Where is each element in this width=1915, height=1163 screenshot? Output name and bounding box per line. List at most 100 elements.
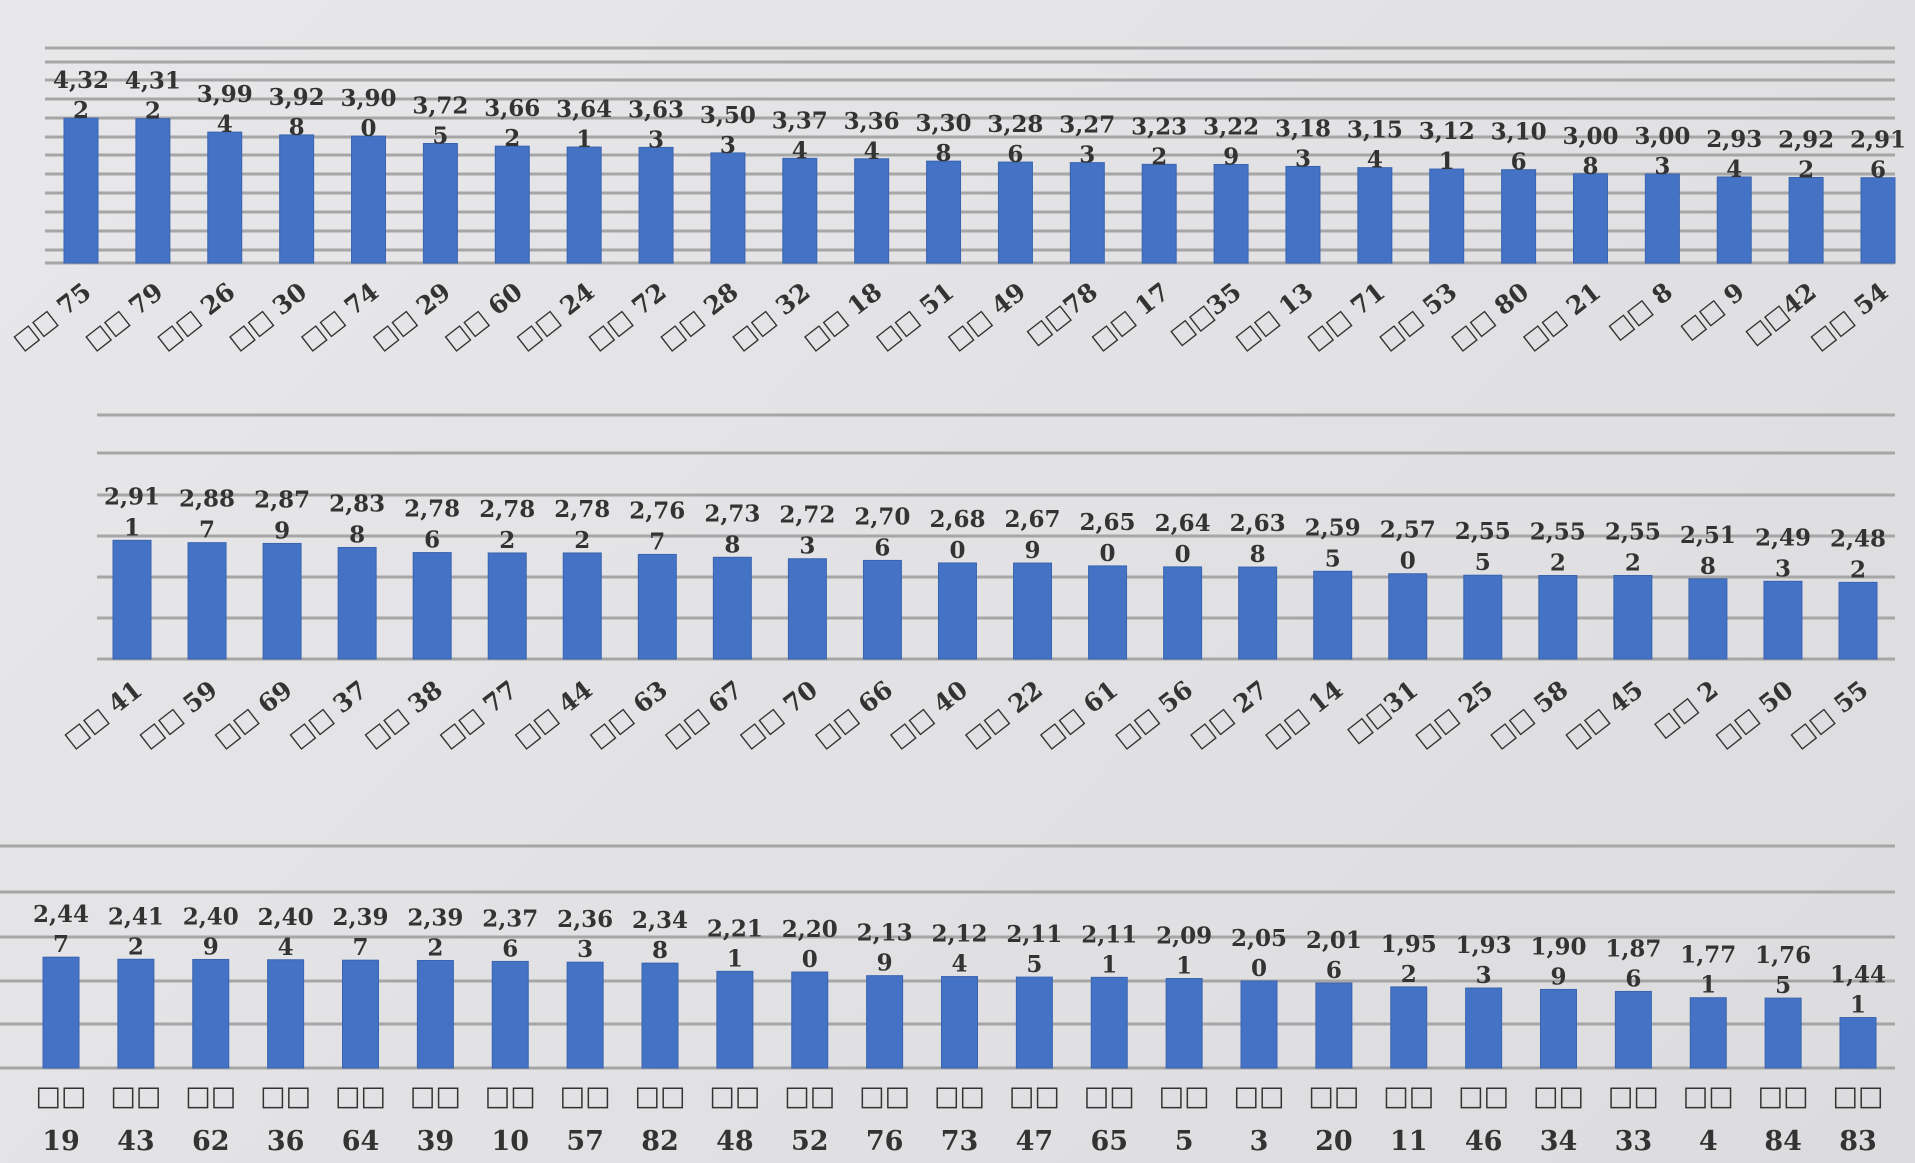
category-label: □□ 25 [1409, 675, 1498, 754]
bar [716, 970, 754, 1069]
data-label: 3,18 [1275, 115, 1331, 142]
data-label-continued: 3 [720, 132, 736, 159]
bar [787, 558, 827, 660]
bar [1240, 980, 1278, 1069]
category-label: □□ 33 [1608, 1081, 1659, 1157]
data-label: 2,64 [1155, 510, 1211, 537]
data-label-continued: 4 [278, 934, 294, 961]
data-label: 1,87 [1605, 935, 1661, 962]
data-label-continued: 3 [1079, 142, 1095, 169]
data-label: 2,11 [1081, 921, 1137, 948]
bar [279, 134, 315, 264]
bar [1644, 173, 1680, 264]
data-label-continued: 3 [648, 126, 664, 153]
data-label-continued: 8 [1700, 553, 1716, 580]
bar [862, 559, 902, 660]
category-label: □□ 62 [185, 1081, 236, 1157]
category-label: □□ 13 [1229, 277, 1318, 356]
data-label: 2,65 [1080, 509, 1136, 536]
category-label: □□ 60 [439, 277, 528, 356]
bar [997, 161, 1033, 264]
data-label: 3,23 [1131, 113, 1187, 140]
data-label-continued: 3 [1295, 145, 1311, 172]
category-label: □□ 65 [1084, 1081, 1135, 1157]
bar [1465, 987, 1503, 1069]
data-label: 2,49 [1755, 524, 1811, 551]
category-label: □□ 59 [133, 675, 222, 754]
data-label-continued: 6 [1326, 957, 1342, 984]
data-label-continued: 7 [352, 934, 368, 961]
bar [1764, 997, 1802, 1069]
bar [926, 160, 962, 264]
category-label: □□ 50 [1709, 675, 1798, 754]
category-label: □□ 75 [7, 277, 96, 356]
data-label-continued: 3 [577, 936, 593, 963]
bar [487, 552, 527, 660]
bar [1163, 566, 1203, 660]
bar [1015, 976, 1053, 1069]
bar [1238, 566, 1278, 660]
data-label-continued: 1 [1176, 953, 1192, 980]
data-label: 2,41 [108, 903, 164, 930]
category-label: □□ 77 [434, 675, 523, 754]
data-label-continued: 4 [864, 138, 880, 165]
data-label-continued: 1 [1439, 148, 1455, 175]
bar [854, 158, 890, 264]
gridlines [97, 413, 1895, 661]
category-label: □□ 8 [1602, 277, 1678, 345]
data-label: 2,67 [1005, 506, 1061, 533]
data-label: 1,77 [1680, 942, 1736, 969]
bar [637, 553, 677, 660]
data-label-continued: 3 [1476, 962, 1492, 989]
data-label: 2,40 [258, 904, 314, 931]
bar [1013, 562, 1053, 660]
category-label: □□ 46 [1458, 1081, 1509, 1157]
category-label: □□ 72 [582, 277, 671, 356]
bar [262, 542, 302, 660]
category-label: □□ 82 [634, 1081, 685, 1157]
category-label: □□ 58 [1484, 675, 1573, 754]
data-label: 2,91 [1850, 127, 1906, 154]
data-label: 2,57 [1380, 517, 1436, 544]
category-label: □□ 19 [35, 1081, 86, 1157]
data-label: 2,88 [179, 486, 235, 513]
data-label: 2,87 [254, 486, 310, 513]
data-label-continued: 6 [502, 935, 518, 962]
bar [267, 959, 305, 1069]
category-label: □□ 30 [223, 277, 312, 356]
bar [1088, 565, 1128, 660]
data-label-continued: 3 [1775, 555, 1791, 582]
category-label: □□ 52 [784, 1081, 835, 1157]
category-label: □□ 67 [659, 675, 748, 754]
data-label: 2,72 [779, 502, 835, 529]
category-label: □□ 63 [584, 675, 673, 754]
data-label: 3,22 [1203, 113, 1259, 140]
bar [342, 959, 379, 1069]
bar [710, 152, 746, 264]
bar [351, 135, 387, 264]
data-label-continued: 1 [1850, 992, 1866, 1019]
bar [1688, 578, 1728, 660]
data-label-continued: 9 [203, 933, 219, 960]
category-label: □□ 44 [509, 675, 598, 754]
bar [1213, 163, 1249, 264]
data-label: 3,50 [700, 102, 756, 129]
data-label: 2,36 [557, 906, 613, 933]
data-label: 2,59 [1305, 514, 1361, 541]
bar [941, 976, 978, 1069]
data-label: 3,66 [484, 95, 540, 122]
bar [712, 556, 752, 660]
data-label-continued: 4 [951, 951, 967, 978]
data-label-continued: 0 [1100, 540, 1116, 567]
data-label-continued: 8 [936, 140, 952, 167]
data-label: 3,30 [916, 110, 972, 137]
bar [1090, 976, 1128, 1069]
data-label: 3,12 [1419, 118, 1475, 145]
data-label-continued: 1 [1101, 951, 1117, 978]
bar [566, 961, 604, 1069]
bar [1141, 163, 1177, 264]
category-label: □□ 70 [734, 675, 823, 754]
data-label-continued: 1 [1700, 972, 1716, 999]
category-label: □□ 38 [359, 675, 448, 754]
data-label-continued: 4 [1367, 147, 1383, 174]
